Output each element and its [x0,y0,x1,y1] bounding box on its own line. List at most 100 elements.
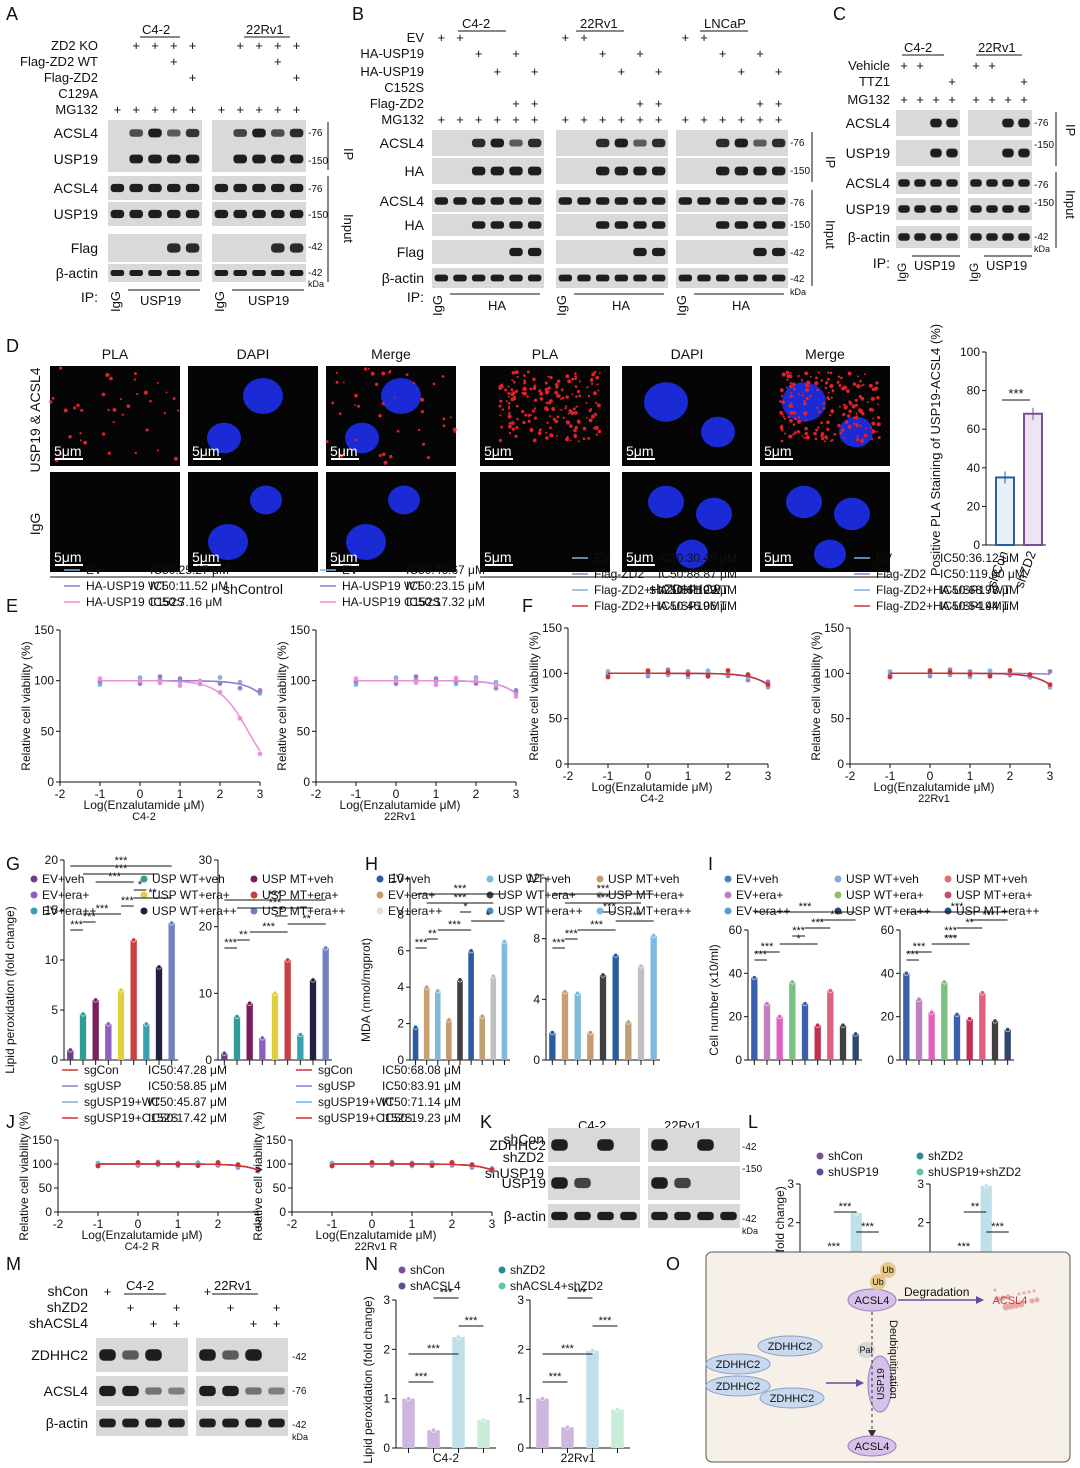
plus-sign: + [900,58,908,73]
legend-entry: sgUSP [84,1079,121,1093]
bar [477,1419,490,1448]
data-point [156,964,162,970]
blot-band [509,197,523,205]
data-point [941,979,947,985]
pla-dot [556,379,561,383]
data-point [285,957,291,963]
kda-label: kDa [742,1226,758,1236]
blot-label: ACSL4 [54,125,99,141]
legend-entry: sgUSP [318,1079,355,1093]
pla-dot [556,415,560,419]
pla-dot [817,426,820,429]
pla-dot [596,403,601,408]
usp19-label: USP19 [986,258,1027,273]
x-tick-label: -2 [287,1217,298,1231]
bar [1004,1029,1011,1060]
legend-marker [140,891,148,899]
y-tick-label: 20 [729,1010,743,1024]
legend-marker [944,907,952,915]
legend-entry: sgCon [318,1063,353,1077]
pla-dot [801,394,804,397]
pla-dot [821,437,825,441]
pla-dot [501,385,504,389]
y-tick-label: 3 [517,1293,524,1307]
pla-dot [507,414,512,419]
pla-dot [567,379,572,384]
data-point [137,678,143,684]
y-tick-label: 150 [34,623,54,637]
data-point [490,973,496,979]
blot-band [289,128,304,138]
data-point [493,682,499,688]
row-label: shCon [504,1131,544,1147]
pla-dot [524,414,527,417]
ic50-label: IC50:68.08 μM [382,1063,461,1077]
ic50-label: IC50:83.91 μM [382,1079,461,1093]
data-point [157,680,163,686]
plus-sign: + [274,38,282,53]
blot-band [678,197,693,205]
data-point [916,996,922,1002]
panel-letter-j: J [6,1112,15,1132]
blot-band [946,233,958,241]
nucleus [381,378,421,414]
y-tick-label: 60 [881,923,895,937]
node-label: Pal [859,1345,872,1355]
x-tick-label: -1 [885,769,896,783]
y-tick-label: 15 [45,903,59,917]
y-tick-label: 50 [831,712,845,726]
legend-entry: shACSL4+shZD2 [510,1279,603,1293]
pla-dot [789,404,794,408]
data-point [967,671,973,677]
blot-band [734,166,749,176]
blot-strip [432,268,544,288]
data-point [135,1160,141,1165]
y-tick-label: 6 [397,944,404,958]
significance: *** [224,937,238,949]
pla-dot [513,381,516,384]
pla-dot [560,397,563,400]
data-point [435,988,441,994]
data-point [143,1021,149,1027]
bar [490,976,497,1060]
pla-dot [863,433,868,438]
data-point [587,1030,593,1036]
data-point [221,1050,227,1056]
blot-band [946,179,958,187]
blot-band [99,1418,116,1428]
pla-dot [508,421,512,425]
plus-sign: + [173,1300,181,1315]
x-tick-label: -1 [603,769,614,783]
pla-dot [857,375,859,378]
blot-label: HA [405,217,425,233]
pla-dot [173,456,178,461]
pla-dot [523,374,526,377]
y-tick-label: 40 [729,966,743,980]
y-tick-label: 60 [729,923,743,937]
pla-dot [363,367,368,371]
mw-marker: -150 [790,166,810,177]
pla-dot [842,412,846,417]
bar [852,1034,859,1060]
blot-band [771,247,786,257]
ip-label: IP: [407,289,424,305]
pla-dot [572,407,576,411]
significance: *** [115,855,129,867]
ic50-label: IC50:58.85 μM [148,1079,227,1093]
pla-dot [783,417,786,420]
pla-dot [801,434,804,437]
pla-dot [500,426,503,429]
pla-dot [789,372,792,375]
row-label: shZD2 [47,1299,88,1315]
data-point [764,1001,770,1007]
bar [246,1003,253,1060]
blot-label: β-actin [46,1415,88,1431]
pla-dot [786,378,789,381]
blot-band [527,138,542,148]
y-tick-label: 0 [303,775,310,789]
y-tick-label: 100 [542,666,562,680]
plus-sign: + [636,46,644,61]
ic50-label: IC50:17.32 μM [406,595,485,609]
pla-dot [838,383,842,388]
blot-band [697,274,711,282]
